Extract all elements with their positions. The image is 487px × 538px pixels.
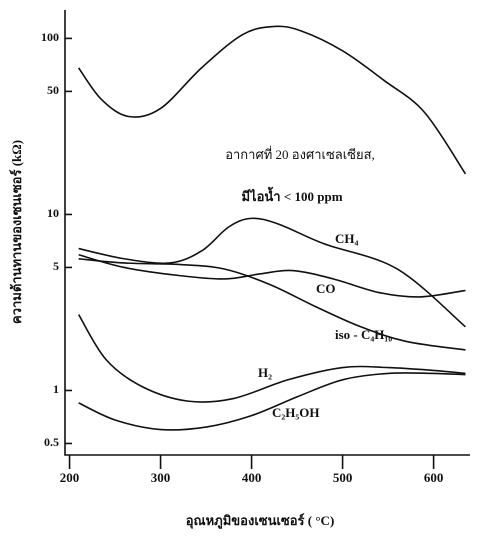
x-axis-label: อุณหภูมิของเซนเซอร์ ( °C) [186, 513, 335, 529]
x-tick-label: 400 [242, 470, 262, 485]
series-line [77, 314, 466, 403]
x-tick-label: 600 [424, 470, 444, 485]
y-tick-label: 0.5 [44, 435, 59, 449]
series-line [78, 25, 467, 175]
series-line [78, 254, 466, 298]
series-label: CH₄ [335, 231, 359, 246]
annotation: มีไอน้ำ < 100 ppm [241, 186, 342, 204]
y-tick-label: 5 [53, 259, 59, 273]
y-tick-label: 100 [41, 30, 59, 44]
x-tick-label: 500 [333, 470, 353, 485]
y-tick-label: 50 [47, 83, 59, 97]
y-tick-label: 10 [47, 206, 59, 220]
series-line [78, 372, 466, 431]
series-label: CO [316, 281, 336, 296]
y-axis-label: ความต้านทานของเซนเซอร์ (kΩ) [9, 140, 24, 324]
series-label: H₂ [258, 365, 272, 380]
y-tick-label: 1 [53, 382, 59, 396]
series-label: iso - C₄H₁₀ [335, 327, 392, 342]
annotation: อากาศที่ 20 องศาเซลเซียส, [225, 146, 375, 162]
series-label: C₂H₅OH [272, 405, 320, 420]
series-line [78, 257, 466, 351]
x-tick-label: 300 [151, 470, 171, 485]
x-tick-label: 200 [60, 470, 80, 485]
axes [64, 10, 470, 456]
series-line [78, 217, 466, 328]
